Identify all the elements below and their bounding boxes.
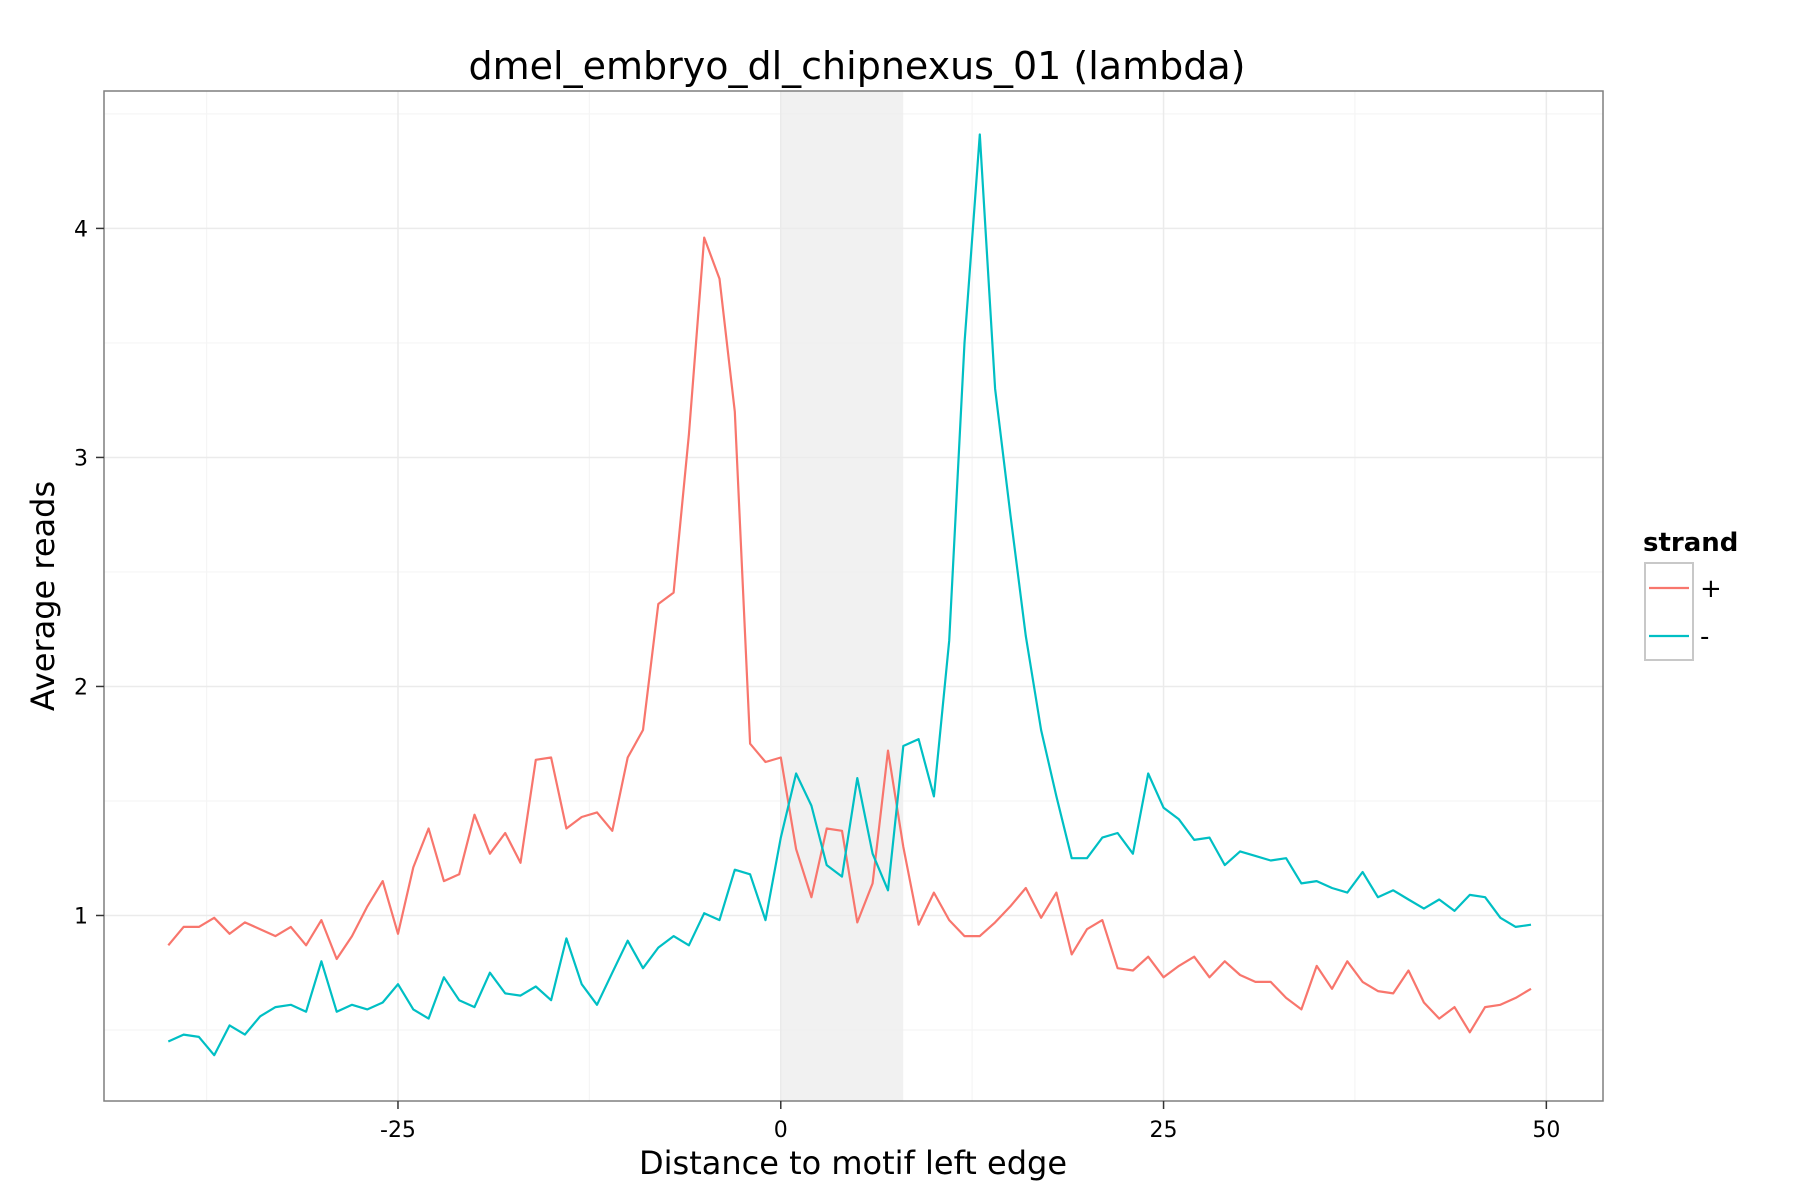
y-tick-label: 3 [74, 446, 88, 471]
legend-key-box [1644, 562, 1694, 661]
plot-border [103, 90, 1604, 1102]
x-axis-title: Distance to motif left edge [639, 1144, 1067, 1182]
series-layer [167, 133, 1532, 1057]
legend-label-plus: + [1700, 574, 1722, 604]
y-axis-title: Average reads [24, 481, 62, 711]
series-line-minus [167, 133, 1532, 1057]
y-tick-label: 1 [74, 904, 88, 929]
x-tick-label: -25 [380, 1118, 416, 1143]
x-tick-label: 0 [774, 1118, 788, 1143]
legend-label-minus: - [1700, 622, 1709, 652]
x-axis: -25 0 25 50 [380, 1101, 1560, 1143]
x-tick-label: 25 [1150, 1118, 1178, 1143]
y-axis: 1 2 3 4 [74, 217, 104, 929]
legend: strand + - [1643, 528, 1738, 661]
chart-title: dmel_embryo_dl_chipnexus_01 (lambda) [469, 44, 1246, 88]
x-tick-label: 50 [1532, 1118, 1560, 1143]
legend-title: strand [1643, 528, 1738, 558]
series-line-plus [167, 236, 1532, 1034]
motif-shaded-region [780, 91, 904, 1101]
y-tick-label: 2 [74, 675, 88, 700]
y-tick-label: 4 [74, 217, 88, 242]
